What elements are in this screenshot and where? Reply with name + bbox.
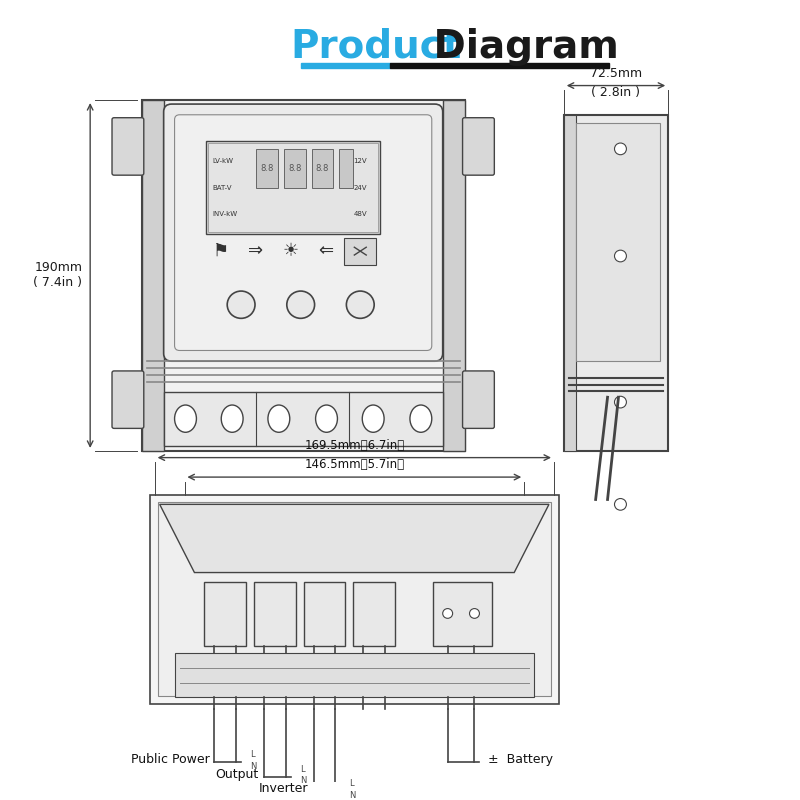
Bar: [254, 582, 296, 646]
Text: N: N: [250, 762, 257, 771]
Ellipse shape: [222, 405, 243, 432]
Circle shape: [614, 396, 626, 408]
Text: N: N: [350, 791, 356, 800]
Bar: [150, 494, 559, 704]
Bar: [344, 238, 376, 265]
FancyBboxPatch shape: [462, 118, 494, 175]
Ellipse shape: [174, 405, 197, 432]
Circle shape: [470, 609, 479, 618]
Bar: [208, 143, 378, 232]
Bar: [256, 149, 278, 188]
Circle shape: [442, 609, 453, 618]
FancyBboxPatch shape: [462, 371, 494, 428]
Text: Product: Product: [290, 28, 462, 66]
Text: ⇒: ⇒: [249, 242, 263, 260]
Bar: [339, 149, 354, 188]
Text: 48V: 48V: [354, 211, 367, 217]
Text: ( 2.8in ): ( 2.8in ): [591, 86, 641, 99]
Text: LV-kW: LV-kW: [212, 158, 234, 163]
Text: ⇐: ⇐: [318, 242, 333, 260]
Ellipse shape: [410, 405, 432, 432]
Bar: [312, 149, 334, 188]
Text: ±  Battery: ± Battery: [488, 753, 554, 766]
Bar: [301, 63, 390, 68]
Text: 12V: 12V: [354, 158, 367, 163]
FancyBboxPatch shape: [112, 118, 144, 175]
Bar: [564, 114, 668, 450]
Bar: [206, 141, 380, 234]
Text: L: L: [300, 765, 304, 774]
Text: Output: Output: [216, 768, 259, 781]
FancyBboxPatch shape: [164, 104, 442, 361]
Bar: [174, 654, 534, 698]
Bar: [433, 582, 492, 646]
Bar: [164, 392, 442, 446]
Bar: [142, 100, 164, 450]
Text: Diagram: Diagram: [420, 28, 618, 66]
Bar: [354, 582, 395, 646]
Bar: [142, 100, 465, 450]
Text: 146.5mm（5.7in）: 146.5mm（5.7in）: [304, 458, 404, 471]
Bar: [564, 114, 576, 450]
Text: Public Power: Public Power: [130, 753, 210, 766]
Text: INV-kW: INV-kW: [212, 211, 238, 217]
Circle shape: [346, 291, 374, 318]
Ellipse shape: [362, 405, 384, 432]
Circle shape: [286, 291, 314, 318]
Bar: [284, 149, 306, 188]
Bar: [576, 122, 660, 361]
Text: 8.8: 8.8: [288, 164, 302, 173]
Text: 24V: 24V: [354, 185, 367, 191]
Bar: [158, 502, 551, 696]
FancyBboxPatch shape: [112, 371, 144, 428]
Bar: [304, 582, 346, 646]
Ellipse shape: [315, 405, 338, 432]
Text: 8.8: 8.8: [260, 164, 274, 173]
Text: 190mm
( 7.4in ): 190mm ( 7.4in ): [34, 262, 82, 290]
Text: ⚑: ⚑: [213, 242, 230, 260]
FancyBboxPatch shape: [174, 114, 432, 350]
Text: 72.5mm: 72.5mm: [590, 66, 642, 80]
Text: ☀: ☀: [282, 242, 299, 260]
Text: L: L: [350, 779, 354, 788]
Bar: [204, 582, 246, 646]
Text: BAT-V: BAT-V: [212, 185, 232, 191]
Ellipse shape: [268, 405, 290, 432]
Text: 8.8: 8.8: [316, 164, 330, 173]
Text: Inverter: Inverter: [259, 782, 309, 795]
Circle shape: [614, 250, 626, 262]
Bar: [442, 100, 465, 450]
Text: N: N: [300, 777, 306, 786]
Bar: [390, 63, 609, 68]
Text: 169.5mm（6.7in）: 169.5mm（6.7in）: [304, 438, 405, 452]
Text: L: L: [250, 750, 254, 759]
Circle shape: [227, 291, 255, 318]
Circle shape: [614, 143, 626, 154]
Polygon shape: [160, 504, 549, 573]
Circle shape: [614, 498, 626, 510]
